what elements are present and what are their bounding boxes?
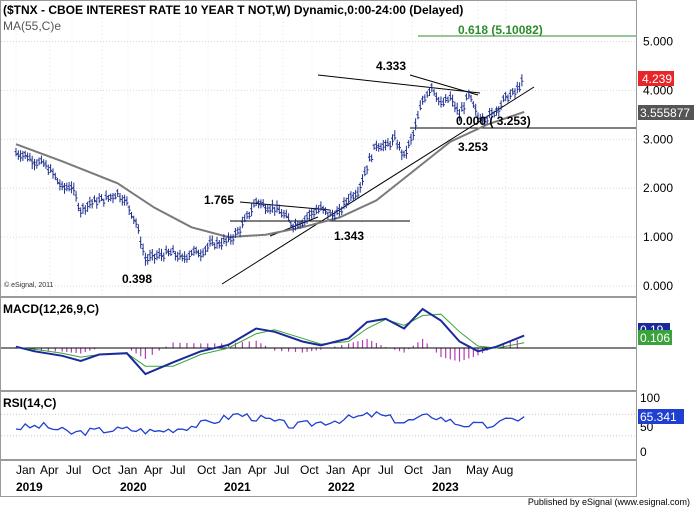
rsi-tick-0: 0	[640, 445, 647, 459]
month-label-8: Jan	[222, 463, 241, 477]
month-label-0: Jan	[16, 463, 35, 477]
resistance-trendline-top	[317, 74, 481, 94]
chart-title: ($TNX - CBOE INTEREST RATE 10 YEAR T NOT…	[3, 3, 463, 17]
time-axis-frame	[0, 460, 637, 497]
month-label-18: Aug	[492, 463, 513, 477]
month-label-10: Jul	[274, 463, 289, 477]
macd-tags: 0.190.106	[638, 323, 672, 345]
month-label-2: Jul	[66, 463, 81, 477]
year-label-2020: 2020	[120, 480, 147, 494]
year-label-2022: 2022	[328, 480, 355, 494]
ma-line	[15, 110, 525, 239]
support-trendline	[221, 86, 535, 285]
month-label-11: Oct	[300, 463, 319, 477]
fib-000-label: 0.000 ( 3.253)	[456, 114, 531, 128]
year-label-2019: 2019	[16, 480, 43, 494]
publisher-note: Published by eSignal (www.esignal.com)	[528, 497, 690, 507]
price-tick-label-1: 4.000	[643, 83, 673, 97]
last-price-tag	[638, 71, 674, 86]
rsi-value: 65.341	[640, 410, 677, 424]
rsi-panel-frame	[0, 391, 637, 460]
rsi-line	[15, 410, 525, 437]
month-label-13: Apr	[352, 463, 371, 477]
price-grid	[1, 2, 636, 296]
last-price-value: 4.239	[642, 72, 672, 86]
price-tags: 4.239 3.555877	[638, 71, 694, 120]
month-label-7: Oct	[197, 463, 216, 477]
signal-value: 0.106	[640, 331, 670, 345]
annotation-0-398: 0.398	[122, 272, 152, 286]
price-annotations: 4.333 1.765 0.398 1.343 3.253 0.618 (5.10082)…	[122, 23, 543, 286]
macd-title: MACD(12,26,9,C)	[3, 302, 99, 316]
rsi-title: RSI(14,C)	[3, 396, 56, 410]
month-label-3: Oct	[92, 463, 111, 477]
year-label-2023: 2023	[432, 480, 459, 494]
annotation-1-343: 1.343	[334, 229, 364, 243]
trendlines	[221, 35, 636, 285]
rsi-value-tag	[638, 409, 684, 424]
month-labels: Jan Apr Jul Oct Jan Apr Jul Oct Jan Apr Jul Oct Jan A…	[16, 463, 513, 477]
ma-value-tag	[638, 105, 694, 120]
resistance-trendline-slope	[409, 74, 479, 96]
macd-line	[15, 307, 525, 376]
month-label-15: Oct	[404, 463, 423, 477]
copyright-note: © eSignal, 2011	[4, 281, 54, 289]
month-label-9: Apr	[248, 463, 267, 477]
rsi-tag: 65.341	[638, 409, 684, 424]
annotation-4-333: 4.333	[376, 59, 406, 73]
ma-legend: MA(55,C)e	[3, 19, 61, 33]
consolidation-upper-line	[239, 201, 331, 211]
price-tick-label-0: 5.000	[643, 35, 673, 49]
price-tick-label-5: 0.000	[643, 279, 673, 293]
month-label-6: Jul	[170, 463, 185, 477]
year-label-2021: 2021	[224, 480, 251, 494]
rsi-tick-100: 100	[640, 391, 660, 405]
month-label-16: Jan	[432, 463, 451, 477]
price-tick-label-3: 2.000	[643, 181, 673, 195]
month-label-17: May	[466, 463, 489, 477]
month-label-5: Apr	[144, 463, 163, 477]
rsi-guides	[1, 413, 636, 437]
price-tick-label-4: 1.000	[643, 230, 673, 244]
price-tick-label-2: 3.000	[643, 132, 673, 146]
month-label-1: Apr	[40, 463, 59, 477]
month-label-4: Jan	[118, 463, 137, 477]
year-labels: 2019 2020 2021 2022 2023	[16, 480, 459, 494]
annotation-3-253: 3.253	[458, 140, 488, 154]
month-label-12: Jan	[326, 463, 345, 477]
ma-value: 3.555877	[640, 106, 690, 120]
annotation-1-765: 1.765	[204, 193, 234, 207]
fib-618-label: 0.618 (5.10082)	[458, 23, 543, 37]
price-axis: 5.000 4.000 3.000 2.000 1.000 0.000	[643, 35, 673, 294]
signal-value-tag	[638, 330, 672, 345]
price-bars	[14, 74, 524, 266]
month-label-14: Jul	[378, 463, 393, 477]
price-panel-frame	[0, 0, 637, 297]
